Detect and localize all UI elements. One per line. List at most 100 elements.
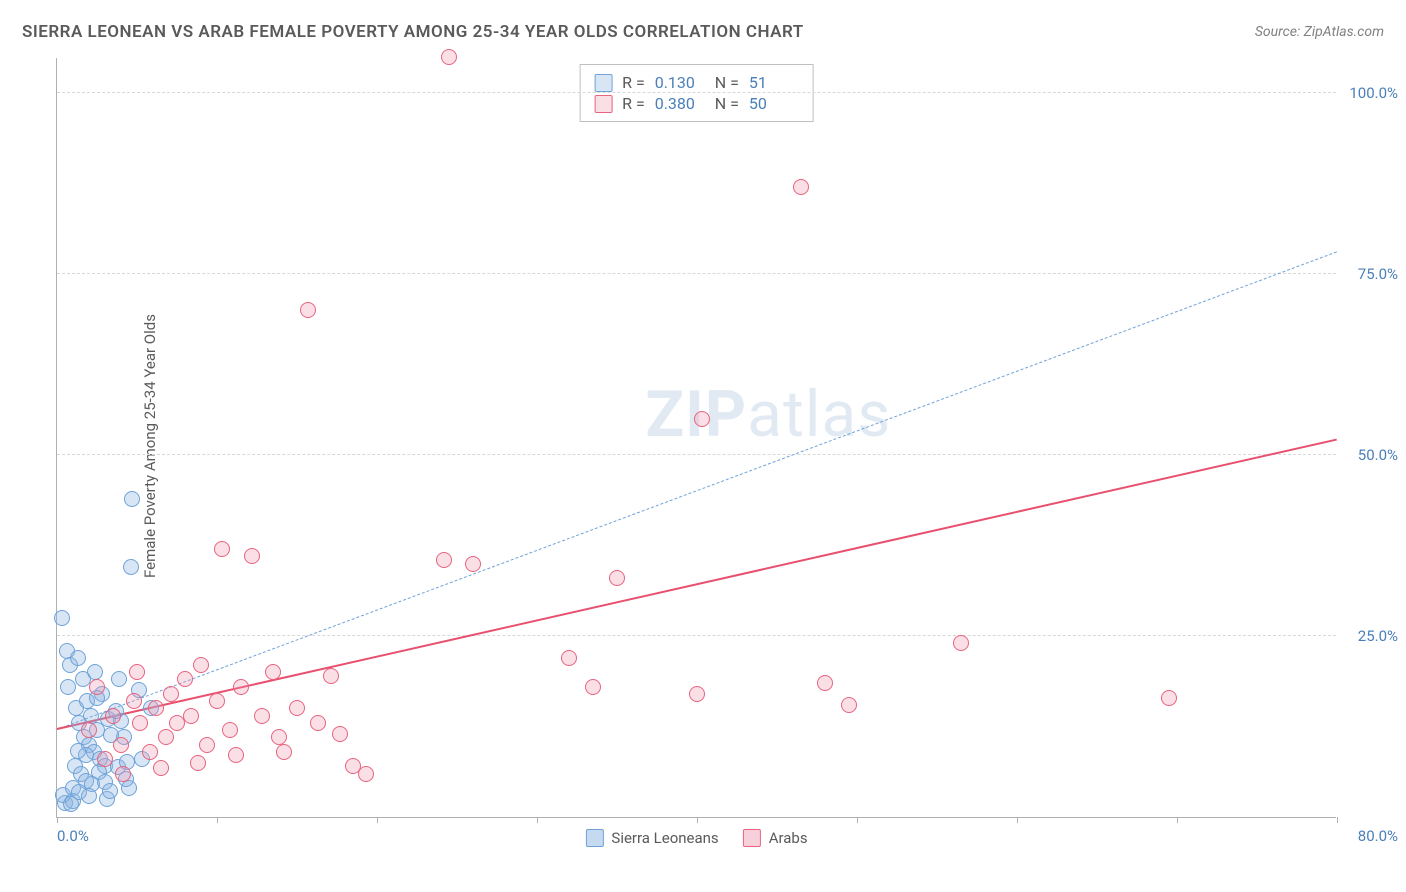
scatter-point-arabs	[289, 700, 305, 716]
stat-n-value: 50	[749, 94, 799, 113]
scatter-point-arabs	[609, 570, 625, 586]
stat-n-value: 51	[749, 73, 799, 92]
scatter-point-arabs	[689, 686, 705, 702]
scatter-point-arabs	[132, 715, 148, 731]
scatter-point-arabs	[310, 715, 326, 731]
x-axis-min-label: 0.0%	[57, 827, 89, 845]
trend-line-sierra_leoneans	[57, 251, 1337, 730]
scatter-point-arabs	[97, 751, 113, 767]
scatter-point-arabs	[126, 693, 142, 709]
scatter-point-arabs	[1161, 690, 1177, 706]
y-tick-label: 100.0%	[1349, 84, 1398, 102]
scatter-point-sierra_leoneans	[63, 796, 79, 812]
scatter-point-arabs	[222, 722, 238, 738]
legend-swatch	[585, 829, 603, 847]
scatter-point-arabs	[694, 411, 710, 427]
scatter-point-arabs	[358, 766, 374, 782]
chart-title: SIERRA LEONEAN VS ARAB FEMALE POVERTY AM…	[22, 22, 804, 42]
scatter-point-arabs	[228, 747, 244, 763]
gridline	[57, 273, 1336, 274]
scatter-point-arabs	[585, 679, 601, 695]
scatter-point-arabs	[199, 737, 215, 753]
scatter-point-arabs	[177, 671, 193, 687]
x-tick	[57, 817, 58, 823]
scatter-point-arabs	[323, 668, 339, 684]
scatter-point-arabs	[214, 541, 230, 557]
x-tick	[857, 817, 858, 823]
scatter-point-arabs	[254, 708, 270, 724]
scatter-point-sierra_leoneans	[54, 610, 70, 626]
scatter-point-arabs	[190, 755, 206, 771]
scatter-point-arabs	[89, 679, 105, 695]
x-tick	[1017, 817, 1018, 823]
scatter-point-arabs	[265, 664, 281, 680]
scatter-point-arabs	[841, 697, 857, 713]
legend-label: Sierra Leoneans	[611, 829, 718, 847]
swatch-sierra_leoneans	[594, 74, 612, 92]
legend: Sierra Leoneans Arabs	[585, 829, 807, 847]
source-attribution: Source: ZipAtlas.com	[1255, 24, 1384, 40]
scatter-point-sierra_leoneans	[102, 783, 118, 799]
x-tick	[1337, 817, 1338, 823]
x-tick	[377, 817, 378, 823]
scatter-point-arabs	[115, 766, 131, 782]
y-tick-label: 50.0%	[1358, 446, 1398, 464]
gridline	[57, 454, 1336, 455]
stat-n-label: N =	[715, 94, 739, 113]
scatter-point-arabs	[441, 49, 457, 65]
swatch-arabs	[594, 95, 612, 113]
x-tick	[217, 817, 218, 823]
legend-label: Arabs	[769, 829, 808, 847]
y-tick-label: 25.0%	[1358, 627, 1398, 645]
scatter-point-sierra_leoneans	[111, 671, 127, 687]
x-tick	[537, 817, 538, 823]
gridline	[57, 635, 1336, 636]
scatter-point-arabs	[142, 744, 158, 760]
scatter-point-arabs	[183, 708, 199, 724]
scatter-point-arabs	[465, 556, 481, 572]
scatter-point-arabs	[436, 552, 452, 568]
scatter-point-arabs	[244, 548, 260, 564]
scatter-point-arabs	[271, 729, 287, 745]
x-tick	[1177, 817, 1178, 823]
scatter-point-sierra_leoneans	[70, 743, 86, 759]
scatter-point-arabs	[561, 650, 577, 666]
scatter-point-arabs	[276, 744, 292, 760]
stat-r-value: 0.130	[655, 73, 705, 92]
scatter-point-arabs	[129, 664, 145, 680]
scatter-point-sierra_leoneans	[81, 788, 97, 804]
stat-r-value: 0.380	[655, 94, 705, 113]
stat-r-label: R =	[622, 73, 645, 92]
scatter-point-arabs	[209, 693, 225, 709]
scatter-plot: ZIPatlas R =0.130N =51R =0.380N =50 Sier…	[56, 58, 1336, 818]
scatter-point-arabs	[163, 686, 179, 702]
legend-item: Sierra Leoneans	[585, 829, 718, 847]
scatter-point-arabs	[153, 760, 169, 776]
scatter-point-arabs	[300, 302, 316, 318]
scatter-point-arabs	[817, 675, 833, 691]
scatter-point-sierra_leoneans	[123, 559, 139, 575]
stats-row-arabs: R = 0.380 N = 50	[594, 94, 799, 113]
scatter-point-arabs	[158, 729, 174, 745]
scatter-point-arabs	[953, 635, 969, 651]
scatter-point-sierra_leoneans	[124, 491, 140, 507]
x-tick	[697, 817, 698, 823]
scatter-point-arabs	[113, 737, 129, 753]
scatter-point-arabs	[81, 722, 97, 738]
x-axis-max-label: 80.0%	[1358, 827, 1398, 845]
y-tick-label: 75.0%	[1358, 265, 1398, 283]
legend-item: Arabs	[743, 829, 808, 847]
scatter-point-arabs	[793, 179, 809, 195]
scatter-point-arabs	[105, 708, 121, 724]
watermark: ZIPatlas	[645, 377, 891, 452]
stat-n-label: N =	[715, 73, 739, 92]
scatter-point-arabs	[193, 657, 209, 673]
gridline	[57, 92, 1336, 93]
stat-r-label: R =	[622, 94, 645, 113]
legend-swatch	[743, 829, 761, 847]
scatter-point-arabs	[148, 700, 164, 716]
stats-row-sierra_leoneans: R = 0.130 N = 51	[594, 73, 799, 92]
scatter-point-arabs	[332, 726, 348, 742]
scatter-point-sierra_leoneans	[70, 650, 86, 666]
scatter-point-arabs	[233, 679, 249, 695]
